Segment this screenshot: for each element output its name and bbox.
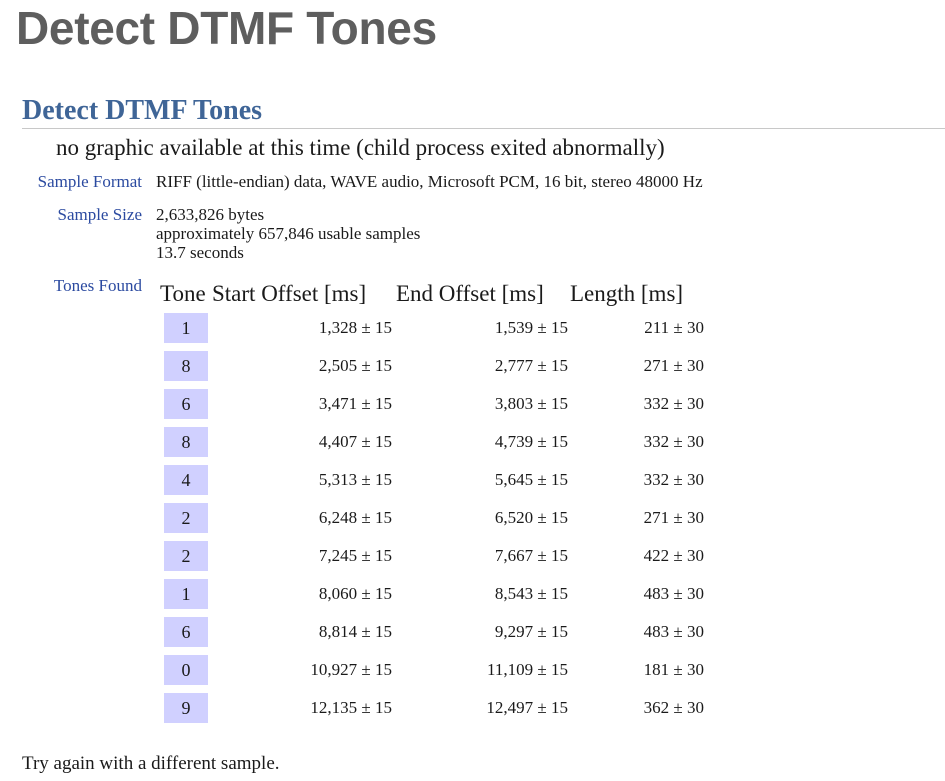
no-graphic-message: no graphic available at this time (child… (56, 135, 665, 160)
tone-digit-badge: 2 (164, 503, 208, 533)
tone-header: Tone (160, 281, 206, 306)
length-cell: 332 ± 30 (643, 394, 704, 413)
end-offset-cell: 12,497 ± 15 (486, 698, 568, 717)
tones-table: Tone Start Offset [ms] End Offset [ms] L… (158, 279, 704, 727)
length-cell: 332 ± 30 (643, 432, 704, 451)
length-cell: 271 ± 30 (643, 356, 704, 375)
sample-format-label: Sample Format (37, 172, 142, 191)
sample-format-value: RIFF (little-endian) data, WAVE audio, M… (156, 172, 703, 191)
tone-cell: 1 (158, 575, 210, 613)
length-cell: 483 ± 30 (643, 622, 704, 641)
table-row: 1 8,060 ± 15 8,543 ± 15 483 ± 30 (158, 575, 704, 613)
end-offset-cell: 3,803 ± 15 (494, 394, 568, 413)
tone-digit-badge: 2 (164, 541, 208, 571)
start-offset-header: Start Offset [ms] (212, 281, 367, 306)
end-offset-cell: 4,739 ± 15 (494, 432, 568, 451)
tone-digit-badge: 4 (164, 465, 208, 495)
table-row: 2 6,248 ± 15 6,520 ± 15 271 ± 30 (158, 499, 704, 537)
sample-size-label: Sample Size (57, 205, 142, 224)
tone-digit-badge: 1 (164, 579, 208, 609)
start-offset-cell: 12,135 ± 15 (310, 698, 392, 717)
table-row: 8 4,407 ± 15 4,739 ± 15 332 ± 30 (158, 423, 704, 461)
sample-size-seconds: 13.7 seconds (156, 243, 244, 262)
start-offset-cell: 7,245 ± 15 (318, 546, 392, 565)
tone-digit-badge: 1 (164, 313, 208, 343)
table-row: 6 3,471 ± 15 3,803 ± 15 332 ± 30 (158, 385, 704, 423)
start-offset-cell: 8,060 ± 15 (318, 584, 392, 603)
table-row: 6 8,814 ± 15 9,297 ± 15 483 ± 30 (158, 613, 704, 651)
tone-cell: 8 (158, 347, 210, 385)
end-offset-cell: 8,543 ± 15 (494, 584, 568, 603)
tone-cell: 1 (158, 309, 210, 347)
end-offset-cell: 6,520 ± 15 (494, 508, 568, 527)
start-offset-cell: 8,814 ± 15 (318, 622, 392, 641)
sample-size-bytes: 2,633,826 bytes (156, 205, 265, 224)
tone-digit-badge: 0 (164, 655, 208, 685)
tone-cell: 8 (158, 423, 210, 461)
length-cell: 422 ± 30 (643, 546, 704, 565)
site-title: Detect DTMF Tones (16, 2, 437, 54)
length-cell: 483 ± 30 (643, 584, 704, 603)
tone-digit-badge: 9 (164, 693, 208, 723)
tone-cell: 4 (158, 461, 210, 499)
tone-cell: 9 (158, 689, 210, 727)
sample-size-samples: approximately 657,846 usable samples (156, 224, 421, 243)
tone-cell: 6 (158, 613, 210, 651)
tone-cell: 2 (158, 537, 210, 575)
tone-digit-badge: 6 (164, 389, 208, 419)
end-offset-cell: 5,645 ± 15 (494, 470, 568, 489)
length-cell: 332 ± 30 (643, 470, 704, 489)
table-row: 4 5,313 ± 15 5,645 ± 15 332 ± 30 (158, 461, 704, 499)
tone-digit-badge: 6 (164, 617, 208, 647)
tone-digit-badge: 8 (164, 427, 208, 457)
tones-found-label: Tones Found (53, 276, 142, 295)
section-title: Detect DTMF Tones (22, 94, 945, 129)
end-offset-cell: 2,777 ± 15 (494, 356, 568, 375)
length-cell: 181 ± 30 (643, 660, 704, 679)
tones-table-body: 1 1,328 ± 15 1,539 ± 15 211 ± 30 8 2,505 ± 15… (158, 309, 704, 727)
table-row: 1 1,328 ± 15 1,539 ± 15 211 ± 30 (158, 309, 704, 347)
tone-digit-badge: 8 (164, 351, 208, 381)
end-offset-header: End Offset [ms] (396, 281, 544, 306)
table-row: 0 10,927 ± 15 11,109 ± 15 181 ± 30 (158, 651, 704, 689)
table-row: 9 12,135 ± 15 12,497 ± 15 362 ± 30 (158, 689, 704, 727)
start-offset-cell: 3,471 ± 15 (318, 394, 392, 413)
table-row: 2 7,245 ± 15 7,667 ± 15 422 ± 30 (158, 537, 704, 575)
length-cell: 211 ± 30 (644, 318, 704, 337)
tone-cell: 2 (158, 499, 210, 537)
start-offset-cell: 4,407 ± 15 (318, 432, 392, 451)
length-header: Length [ms] (570, 281, 684, 306)
end-offset-cell: 9,297 ± 15 (494, 622, 568, 641)
start-offset-cell: 2,505 ± 15 (318, 356, 392, 375)
tones-table-header: Tone Start Offset [ms] End Offset [ms] L… (158, 279, 704, 309)
length-cell: 271 ± 30 (643, 508, 704, 527)
table-row: 8 2,505 ± 15 2,777 ± 15 271 ± 30 (158, 347, 704, 385)
try-again-text: Try again with a different sample. (22, 753, 280, 774)
start-offset-cell: 6,248 ± 15 (318, 508, 392, 527)
end-offset-cell: 7,667 ± 15 (494, 546, 568, 565)
start-offset-cell: 10,927 ± 15 (310, 660, 392, 679)
start-offset-cell: 1,328 ± 15 (318, 318, 392, 337)
tone-cell: 6 (158, 385, 210, 423)
start-offset-cell: 5,313 ± 15 (318, 470, 392, 489)
end-offset-cell: 11,109 ± 15 (487, 660, 568, 679)
length-cell: 362 ± 30 (643, 698, 704, 717)
tone-cell: 0 (158, 651, 210, 689)
end-offset-cell: 1,539 ± 15 (494, 318, 568, 337)
